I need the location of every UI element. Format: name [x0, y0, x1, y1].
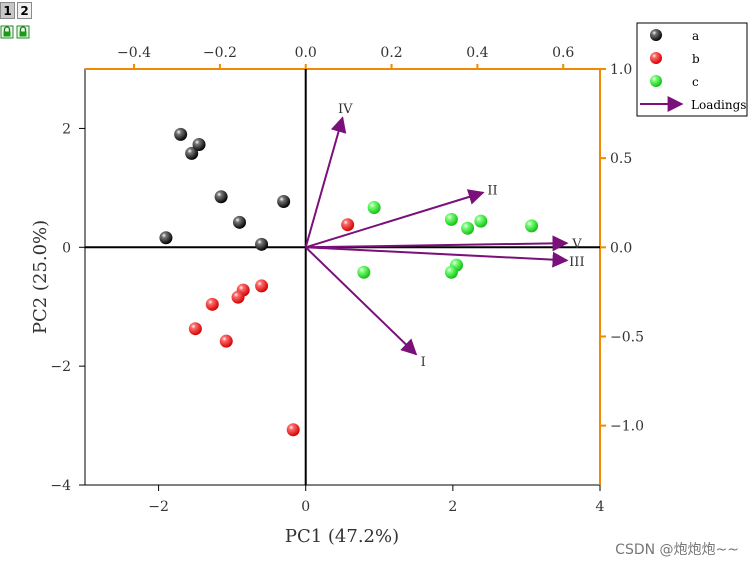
- data-point-b: [255, 279, 269, 293]
- loading-label-V: V: [571, 237, 582, 252]
- legend: a b c Loadings: [636, 22, 748, 117]
- workbook-tabs: 1 2: [0, 2, 32, 19]
- data-point-c: [367, 200, 381, 214]
- data-point-a: [185, 146, 199, 160]
- legend-label-c: c: [692, 75, 699, 89]
- legend-marker-a: [650, 29, 662, 41]
- legend-label-b: b: [692, 52, 700, 66]
- top-tick-label: 0.2: [380, 45, 402, 61]
- top-tick-label: 0.0: [295, 45, 317, 61]
- data-point-b: [219, 334, 233, 348]
- y-tick-label: 2: [62, 121, 71, 137]
- data-point-a: [192, 137, 206, 151]
- data-point-b: [341, 218, 355, 232]
- data-point-c: [444, 265, 458, 279]
- data-point-a: [255, 237, 269, 251]
- loading-label-III: III: [569, 255, 584, 270]
- loading-label-II: II: [487, 184, 497, 199]
- y-tick-label: −2: [50, 359, 71, 375]
- x-tick-label: 4: [596, 499, 605, 515]
- legend-label-loadings: Loadings: [691, 98, 746, 112]
- workbook-tab-2[interactable]: 2: [17, 2, 32, 19]
- data-point-c: [357, 265, 371, 279]
- lock-icon[interactable]: [16, 25, 30, 39]
- x-tick-label: −2: [148, 499, 169, 515]
- x-tick-label: 0: [301, 499, 310, 515]
- top-tick-label: 0.4: [466, 45, 488, 61]
- y-tick-label: −4: [50, 478, 71, 494]
- loading-vector-II: [305, 189, 485, 249]
- lock-icons: [0, 25, 30, 39]
- data-point-b: [231, 290, 245, 304]
- top-tick-label: −0.4: [117, 45, 151, 61]
- loading-vector-III: [305, 246, 569, 268]
- data-point-a: [214, 190, 228, 204]
- legend-marker-c: [650, 75, 662, 87]
- top-tick-label: −0.2: [203, 45, 237, 61]
- top-tick-label: 0.6: [552, 45, 574, 61]
- x-axis-label: PC1 (47.2%): [285, 526, 399, 547]
- loading-vector-V: [305, 235, 569, 252]
- workbook-tab-1[interactable]: 1: [0, 2, 15, 19]
- loading-label-IV: IV: [338, 102, 353, 117]
- y-tick-label: 0: [62, 240, 71, 256]
- data-point-b: [188, 322, 202, 336]
- data-point-c: [525, 219, 539, 233]
- loading-vector-I: [305, 246, 418, 356]
- data-point-b: [286, 423, 300, 437]
- x-tick-label: 2: [448, 499, 457, 515]
- x-axis-ticks: −2 0 2 4: [148, 485, 605, 515]
- right-tick-label: 0.5: [610, 151, 632, 167]
- right-tick-label: 1.0: [610, 62, 632, 78]
- data-point-c: [474, 214, 488, 228]
- data-point-b: [205, 297, 219, 311]
- data-point-a: [277, 195, 291, 209]
- y-axis-label: PC2 (25.0%): [30, 220, 51, 334]
- right-tick-label: −0.5: [610, 329, 644, 345]
- lock-icon[interactable]: [0, 25, 14, 39]
- y-axis-ticks: −4 −2 0 2: [50, 121, 85, 494]
- top-axis-ticks: −0.4 −0.2 0.0 0.2 0.4 0.6: [117, 45, 574, 69]
- right-tick-label: −1.0: [610, 419, 644, 435]
- right-tick-label: 0.0: [610, 240, 632, 256]
- loading-label-I: I: [421, 355, 426, 370]
- data-point-a: [159, 231, 173, 245]
- right-axis-ticks: 1.0 0.5 0.0 −0.5 −1.0: [600, 62, 644, 435]
- loading-vector-IV: [304, 116, 347, 248]
- watermark: CSDN @炮炮炮~~: [615, 542, 739, 558]
- data-point-c: [444, 212, 458, 226]
- data-point-a: [174, 127, 188, 141]
- plot-frame: [84, 68, 601, 486]
- data-point-a: [233, 215, 246, 229]
- legend-marker-b: [650, 52, 662, 64]
- data-points: [159, 127, 539, 437]
- legend-label-a: a: [692, 29, 699, 43]
- data-point-c: [461, 221, 475, 235]
